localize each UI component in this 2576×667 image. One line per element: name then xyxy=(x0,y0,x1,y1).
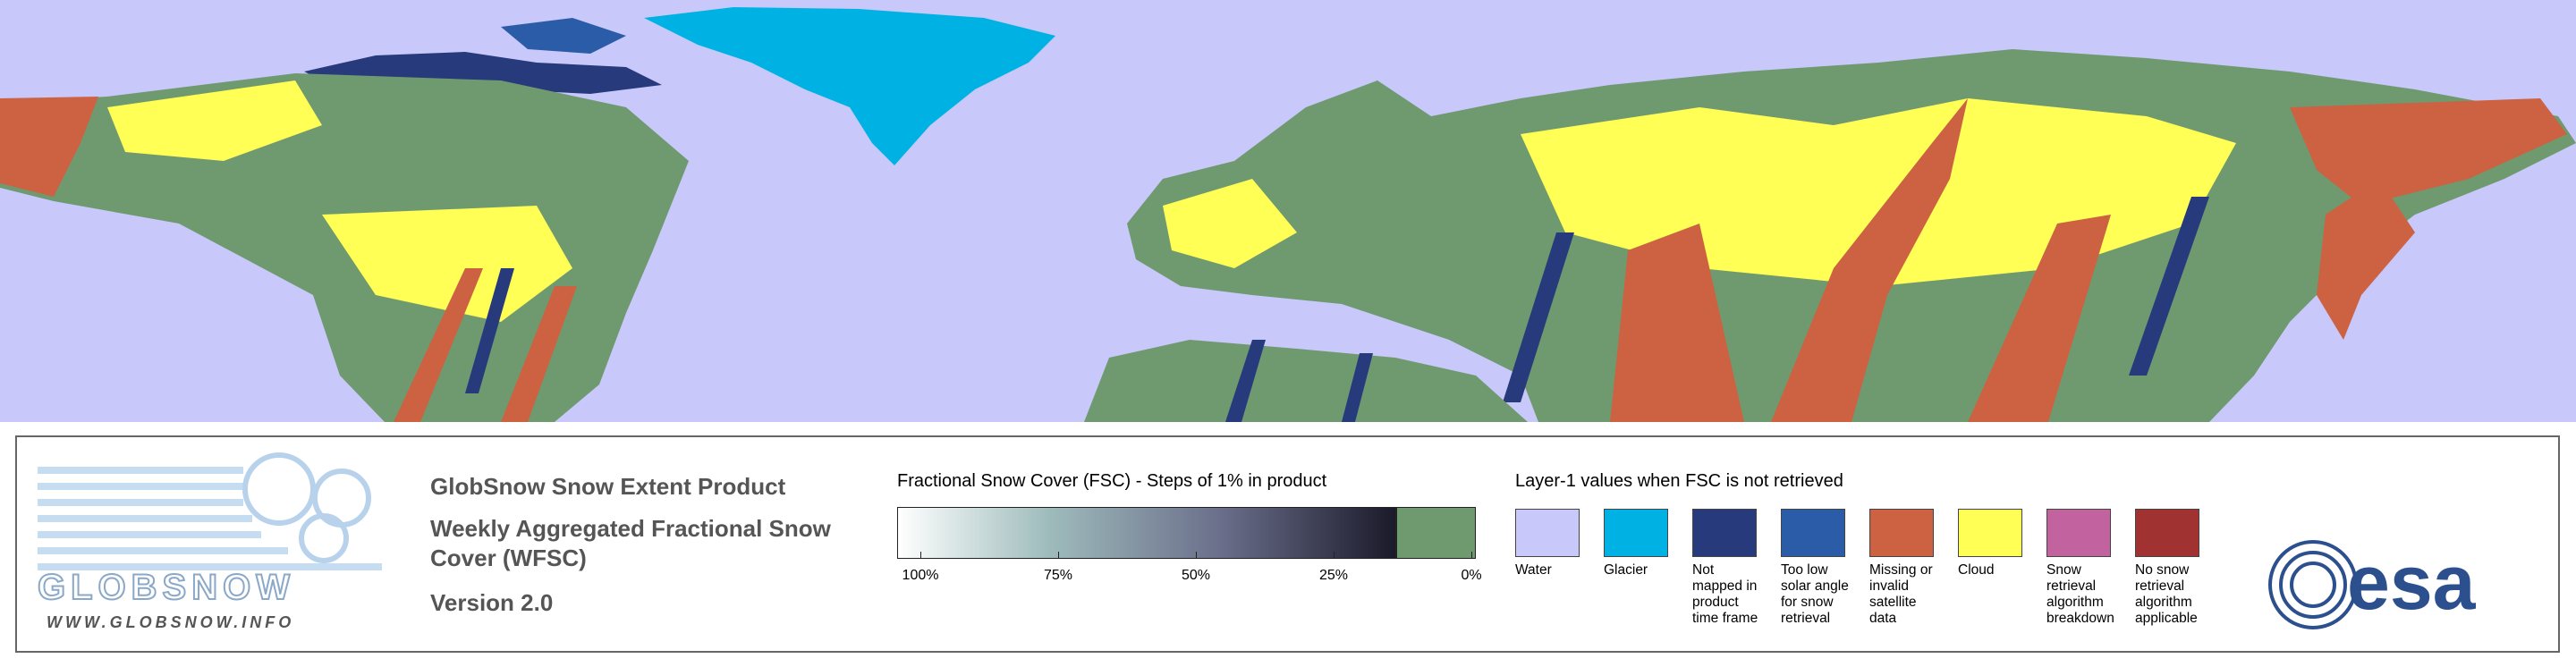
fsc-tick-label: 100% xyxy=(902,568,939,583)
snow-free-swatch xyxy=(1396,507,1476,559)
fsc-tick-mark xyxy=(1471,552,1472,559)
layer1-label: No snow retrieval algorithm applicable xyxy=(2135,562,2198,626)
layer1-title: Layer-1 values when FSC is not retrieved xyxy=(1515,471,1843,491)
layer1-swatch xyxy=(1781,509,1845,557)
missing-area xyxy=(2290,98,2567,206)
fsc-tick-mark xyxy=(1058,552,1059,559)
fsc-title: Fractional Snow Cover (FSC) - Steps of 1… xyxy=(897,471,1327,491)
legend-panel: GLOBSNOW WWW.GLOBSNOW.INFO GlobSnow Snow… xyxy=(15,435,2560,653)
layer1-label: Too low solar angle for snow retrieval xyxy=(1781,562,1849,626)
fsc-tick-label: 75% xyxy=(1043,568,1073,583)
layer1-swatch xyxy=(1692,509,1757,557)
product-version: Version 2.0 xyxy=(430,589,554,616)
layer1-swatch xyxy=(1958,509,2022,557)
not-mapped-strip xyxy=(1503,232,1574,402)
fsc-tick-mark xyxy=(1334,552,1335,559)
fsc-tick-label: 25% xyxy=(1318,568,1349,583)
layer1-swatch xyxy=(1869,509,1934,557)
fsc-tick-mark xyxy=(920,552,921,559)
cloud xyxy=(322,206,572,322)
fsc-tick-label: 50% xyxy=(1181,568,1211,583)
layer1-label: Water xyxy=(1515,562,1552,578)
layer1-swatch xyxy=(1604,509,1668,557)
alaska xyxy=(0,97,98,197)
africa xyxy=(1084,340,1528,422)
missing-strip xyxy=(394,268,483,422)
layer1-label: Snow retrieval algorithm breakdown xyxy=(2046,562,2114,626)
layer1-swatch xyxy=(2046,509,2111,557)
missing-strip xyxy=(501,286,577,422)
fsc-gradient xyxy=(897,507,1396,559)
layer1-label: Glacier xyxy=(1604,562,1648,578)
cloud xyxy=(107,80,322,161)
fsc-tick-label: 0% xyxy=(1461,568,1482,583)
fsc-tick-mark xyxy=(1196,552,1197,559)
japan xyxy=(2317,179,2415,340)
esa-logo: esa xyxy=(2268,540,2477,629)
layer1-swatch xyxy=(1515,509,1580,557)
not-mapped-strip xyxy=(1342,353,1373,422)
snow-map xyxy=(0,0,2576,422)
greenland xyxy=(644,7,1055,165)
layer1-label: Not mapped in product time frame xyxy=(1692,562,1758,626)
missing-strip xyxy=(1968,215,2111,422)
layer1-swatch xyxy=(2135,509,2199,557)
missing-strip xyxy=(1771,98,1968,422)
logo-name: GLOBSNOW xyxy=(38,568,295,607)
missing-strip xyxy=(1610,224,1744,422)
not-mapped-strip xyxy=(2129,197,2209,376)
layer1-label: Cloud xyxy=(1958,562,1995,578)
product-subtitle: Weekly Aggregated Fractional Snow Cover … xyxy=(430,515,831,571)
arctic-islands xyxy=(501,18,626,54)
cloud xyxy=(1163,179,1297,268)
product-title: GlobSnow Snow Extent Product xyxy=(430,473,786,500)
not-mapped-strip xyxy=(1225,340,1266,422)
not-mapped-strip xyxy=(465,268,514,393)
globsnow-logo: GLOBSNOW WWW.GLOBSNOW.INFO xyxy=(38,452,382,631)
layer1-label: Missing or invalid satellite data xyxy=(1869,562,1933,626)
logo-url: WWW.GLOBSNOW.INFO xyxy=(47,613,294,631)
esa-text: esa xyxy=(2347,540,2477,626)
